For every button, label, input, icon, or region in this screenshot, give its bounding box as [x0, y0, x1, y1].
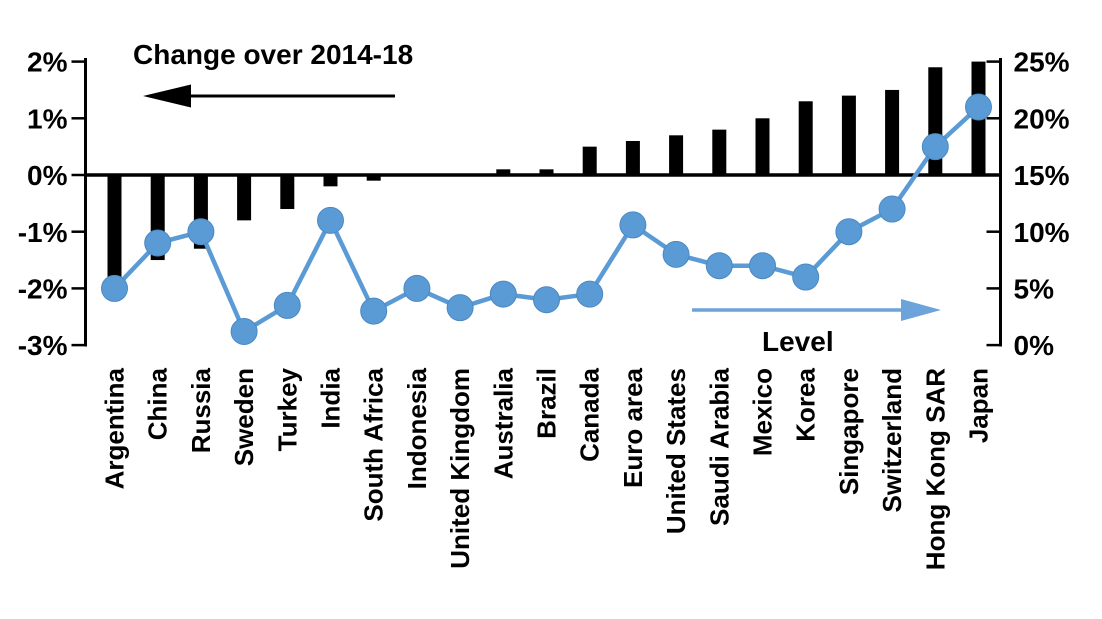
data-point	[533, 286, 560, 314]
right-axis-tick-label: 10%	[1014, 217, 1070, 248]
right-axis-tick-label: 0%	[1014, 330, 1055, 361]
category-label: Euro area	[618, 367, 648, 487]
category-label: Canada	[575, 367, 605, 461]
data-point	[187, 218, 215, 246]
data-point	[403, 274, 431, 302]
data-point	[489, 280, 517, 308]
bar	[539, 169, 554, 175]
data-point	[317, 206, 344, 234]
left-axis-tick-label: 0%	[27, 160, 68, 191]
right-arrow-icon	[692, 299, 941, 321]
data-point	[965, 93, 992, 121]
right-arrow-head	[901, 299, 941, 321]
bar	[496, 169, 511, 175]
axes: 2% 1% 0% -1% -2% -3% 25% 20% 15% 10% 5% 0%	[18, 47, 1070, 361]
category-label: Japan	[964, 368, 994, 443]
left-arrow-head	[143, 84, 191, 108]
bar	[712, 129, 727, 175]
data-point	[101, 274, 128, 302]
data-point	[662, 240, 690, 268]
data-point	[576, 280, 604, 308]
bar	[669, 135, 684, 175]
category-label: Singapore	[834, 368, 864, 495]
category-label: India	[316, 367, 346, 428]
category-label: Switzerland	[877, 368, 907, 512]
category-label: Mexico	[748, 368, 778, 456]
category-label: South Africa	[359, 367, 389, 521]
bar	[366, 175, 381, 181]
data-point	[921, 133, 949, 161]
category-label: Indonesia	[402, 367, 432, 489]
left-axis-tick-label: -1%	[18, 217, 68, 248]
bar	[582, 146, 597, 175]
bar	[841, 95, 856, 175]
data-point	[792, 263, 820, 291]
right-series-title: Level	[762, 326, 834, 357]
bar	[625, 140, 640, 175]
bar	[107, 175, 122, 278]
category-label: Turkey	[272, 367, 302, 451]
category-label: Hong Kong SAR	[920, 368, 950, 570]
category-labels: Argentina China Russia Sweden Turkey India Sou…	[100, 367, 994, 570]
data-point	[230, 317, 258, 345]
bar	[237, 175, 252, 221]
left-axis-tick-label: -2%	[18, 273, 68, 304]
data-point	[273, 291, 301, 319]
category-label: Sweden	[229, 368, 259, 466]
left-axis-tick-label: 2%	[27, 47, 68, 78]
bar	[798, 101, 813, 175]
bar-series	[107, 61, 986, 278]
category-label: China	[143, 367, 173, 440]
data-point	[446, 294, 474, 322]
right-axis-tick-label: 20%	[1014, 103, 1070, 134]
bar	[755, 118, 770, 175]
left-arrow-icon	[143, 84, 395, 108]
category-label: United Kingdom	[445, 368, 475, 569]
line-series	[101, 93, 992, 345]
category-label: Saudi Arabia	[704, 367, 734, 526]
data-point	[360, 297, 388, 325]
data-point	[749, 252, 776, 280]
category-label: Russia	[186, 367, 216, 453]
left-series-title: Change over 2014-18	[133, 39, 413, 70]
right-axis-tick-label: 5%	[1014, 273, 1055, 304]
category-label: United States	[661, 368, 691, 534]
left-axis-tick-label: 1%	[27, 103, 68, 134]
data-point	[705, 252, 733, 280]
category-label: Argentina	[100, 367, 130, 489]
bar	[280, 175, 295, 210]
left-axis-tick-label: -3%	[18, 330, 68, 361]
data-point	[619, 211, 647, 239]
data-point	[835, 218, 863, 246]
category-label: Brazil	[532, 368, 562, 439]
bar	[885, 89, 900, 175]
data-point	[144, 229, 172, 257]
right-axis-tick-label: 15%	[1014, 160, 1070, 191]
right-axis-tick-label: 25%	[1014, 47, 1070, 78]
bar	[323, 175, 338, 187]
category-label: Korea	[791, 367, 821, 441]
category-label: Australia	[488, 367, 518, 479]
data-point	[878, 195, 906, 223]
